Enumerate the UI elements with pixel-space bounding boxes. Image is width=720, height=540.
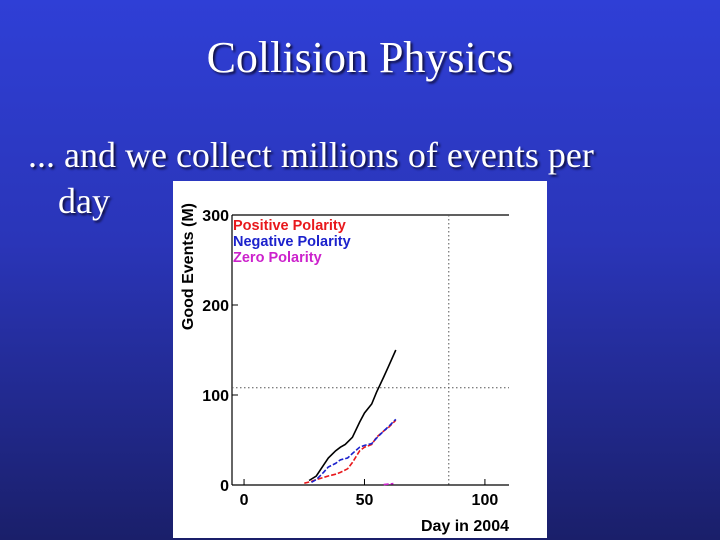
series-line-negative xyxy=(311,418,397,483)
x-axis-label: Day in 2004 xyxy=(421,518,509,535)
x-tick-label: 0 xyxy=(240,492,249,509)
y-tick-label: 200 xyxy=(202,298,229,315)
legend-entry: Negative Polarity xyxy=(233,234,351,250)
x-tick-label: 100 xyxy=(472,492,499,509)
series-line-positive xyxy=(304,419,397,484)
events-chart: 0 100 200 300 0 50 100 Day in 2004 Good Events (… xyxy=(180,203,509,535)
series-line-total xyxy=(308,349,397,482)
slide-title: Collision Physics xyxy=(206,33,514,82)
legend-entry: Zero Polarity xyxy=(233,250,322,266)
bullet-line-2: day xyxy=(58,181,110,221)
x-tick-label: 50 xyxy=(356,492,374,509)
chart-panel: 0 100 200 300 0 50 100 Day in 2004 Good Events (… xyxy=(173,181,547,538)
series-line-zero xyxy=(383,482,394,486)
y-tick-label: 300 xyxy=(202,208,229,225)
legend-entry: Positive Polarity xyxy=(233,218,346,234)
slide-bullet: ... and we collect millions of events pe… xyxy=(28,132,708,224)
y-axis-label: Good Events (M) xyxy=(180,203,197,330)
y-tick-label: 0 xyxy=(220,478,229,495)
y-tick-label: 100 xyxy=(202,388,229,405)
bullet-line-1: ... and we collect millions of events pe… xyxy=(28,135,594,175)
